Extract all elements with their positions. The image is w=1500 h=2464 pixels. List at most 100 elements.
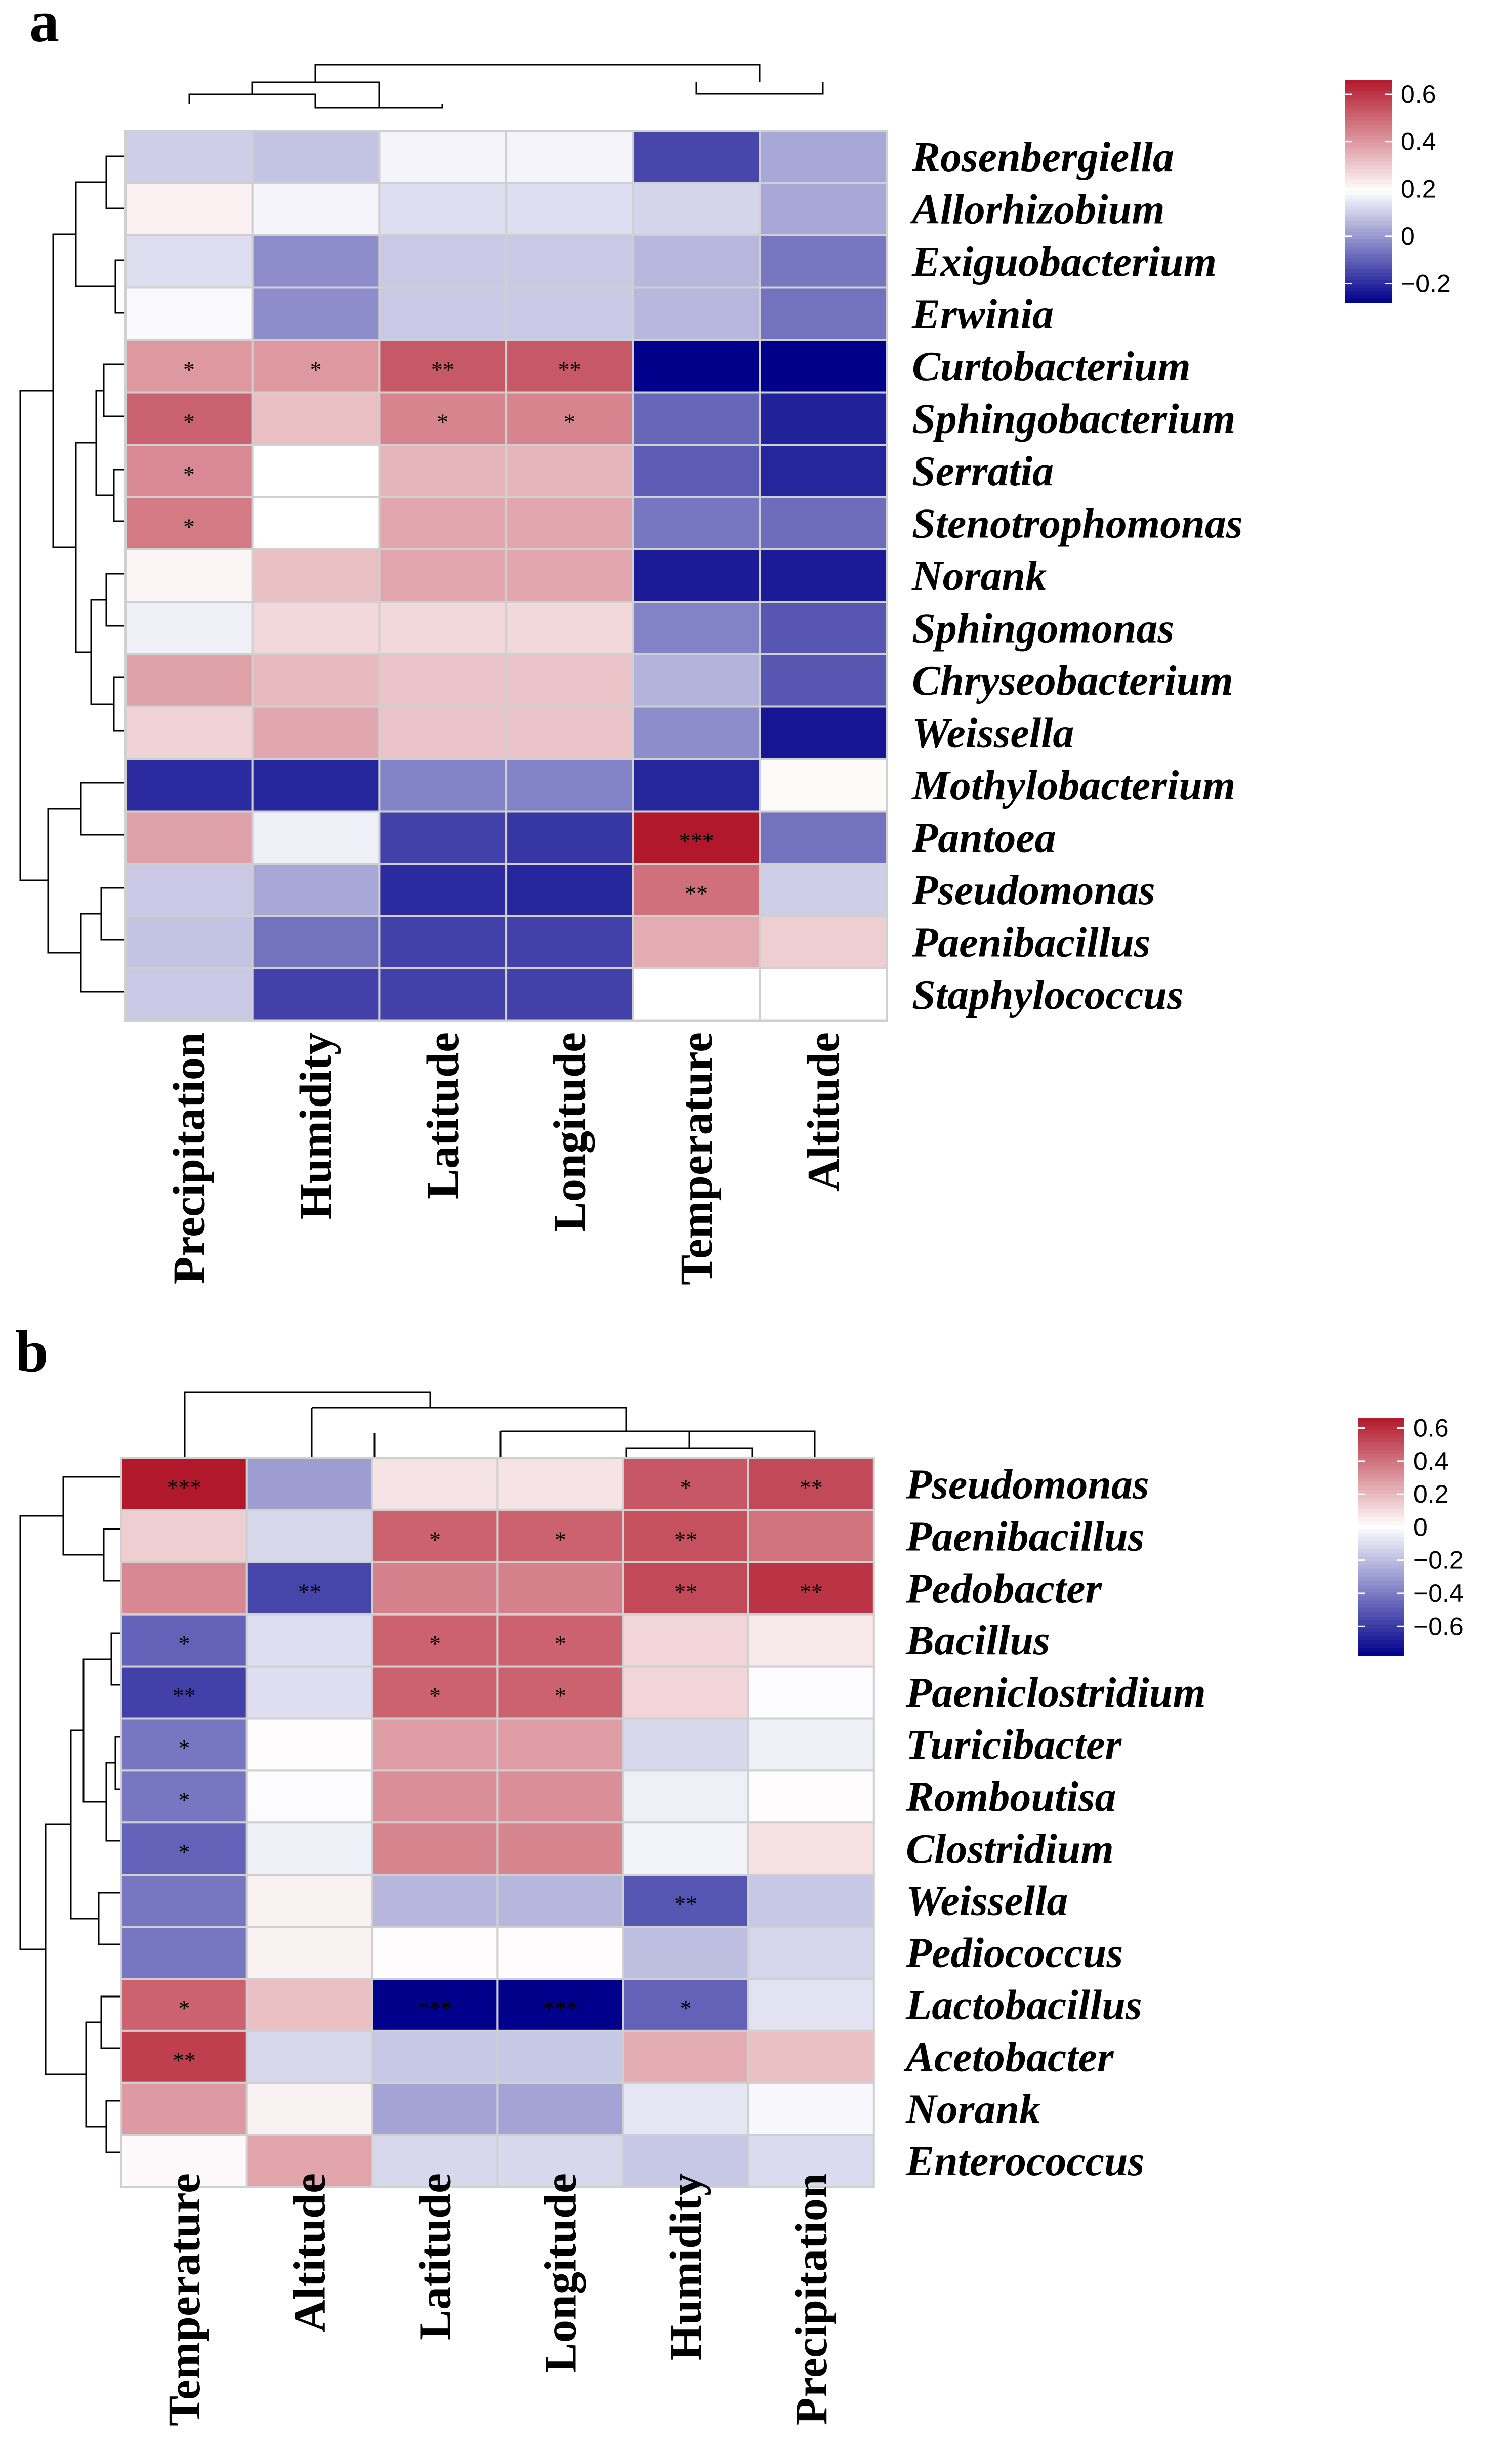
legend-gradient-band (1358, 1573, 1404, 1578)
legend-gradient-band (1358, 1561, 1404, 1565)
legend-gradient-band (1345, 236, 1392, 240)
legend-gradient-band (1358, 1469, 1404, 1474)
significance-mark: ** (674, 1579, 697, 1604)
legend-gradient-band (1345, 184, 1392, 188)
legend-gradient-band (1345, 258, 1392, 263)
heatmap-cell (747, 1769, 875, 1824)
legend-gradient-band (1358, 1477, 1404, 1482)
heatmap-cell (505, 601, 634, 655)
significance-mark: * (183, 409, 195, 435)
legend-gradient-band (1345, 80, 1392, 84)
significance-mark: * (178, 1839, 190, 1865)
heatmap-cell (496, 2081, 624, 2136)
heatmap-cell (759, 182, 888, 236)
legend-gradient-band (1345, 280, 1392, 285)
legend-gradient-band (1345, 291, 1392, 296)
significance-mark: * (429, 1631, 441, 1656)
row-label: Weissella (912, 709, 1074, 756)
heatmap-cell (759, 391, 888, 446)
heatmap-cell (124, 915, 254, 969)
heatmap-cell (378, 548, 508, 603)
significance-mark: ** (674, 1891, 697, 1917)
legend-gradient-band (1358, 1509, 1404, 1514)
row-label: Weissella (906, 1878, 1068, 1925)
heatmap-cell (505, 810, 634, 865)
legend-gradient-band (1345, 232, 1392, 236)
heatmap-cell (251, 601, 381, 655)
heatmap-cell (371, 2029, 499, 2084)
legend-tick-label: −0.2 (1413, 1546, 1464, 1575)
heatmap-cell (622, 1926, 749, 1980)
heatmap-cell (496, 1769, 624, 1824)
heatmap-cell (378, 863, 508, 917)
row-label: Pseudomonas (911, 867, 1155, 914)
row-dendrogram-b (19, 1476, 121, 2153)
legend-gradient-band (1345, 158, 1392, 162)
legend-tick-label: 0.2 (1401, 175, 1436, 203)
legend-gradient-band (1345, 87, 1392, 92)
legend-tick-label: −0.6 (1413, 1612, 1464, 1640)
heatmap-cell (505, 758, 634, 813)
legend-gradient-band (1358, 1517, 1404, 1522)
heatmap-cell (747, 1874, 875, 1928)
legend-gradient-band (1358, 1481, 1404, 1486)
legend-gradient-band (1345, 83, 1392, 88)
color-legend-a: 0.6 0.4 0.2 0 −0.2 (1345, 80, 1451, 303)
heatmap-cell (759, 967, 888, 1022)
heatmap-cell (632, 130, 761, 184)
heatmap-cell (496, 1457, 624, 1511)
heatmap-cell (251, 915, 381, 969)
heatmap-cell (505, 653, 634, 708)
legend-gradient-band (1345, 221, 1392, 225)
legend-gradient-band (1345, 195, 1392, 199)
heatmap-cell (124, 705, 254, 760)
heatmap-cell (632, 391, 761, 446)
significance-mark: * (437, 409, 448, 435)
significance-mark: * (178, 1735, 190, 1761)
heatmap-cell (496, 2029, 624, 2084)
heatmap-cell (251, 496, 381, 550)
heatmap-cell (371, 1457, 499, 1511)
column-labels-b: Temperature Altitude Latitude Longitude Humi… (159, 2173, 837, 2426)
legend-gradient-band (1345, 262, 1392, 266)
heatmap-cell (120, 1509, 248, 1563)
heatmap-cell (251, 967, 381, 1022)
legend-gradient-band (1345, 109, 1392, 114)
heatmap-cell (505, 496, 634, 550)
significance-mark: ** (685, 880, 708, 906)
column-labels-a: Precipitation Humidity Latitude Longitude Te… (164, 1032, 848, 1285)
legend-gradient-band (1345, 202, 1392, 207)
legend-gradient-band (1358, 1505, 1404, 1510)
significance-mark: ** (298, 1579, 321, 1604)
heatmap-cell (496, 1978, 624, 2032)
heatmap-cell (505, 286, 634, 341)
legend-gradient-band (1345, 228, 1392, 233)
row-label: Mothylobacterium (911, 762, 1235, 809)
legend-gradient-band (1358, 1616, 1404, 1621)
heatmap-cell (759, 496, 888, 550)
legend-gradient-band (1358, 1620, 1404, 1625)
legend-gradient-band (1358, 1462, 1404, 1466)
legend-gradient-band (1358, 1430, 1404, 1435)
legend-gradient-band (1358, 1485, 1404, 1490)
legend-tick-label: −0.4 (1413, 1579, 1464, 1607)
significance-mark: ** (173, 2047, 196, 2073)
heatmap-cell (245, 1561, 373, 1616)
legend-gradient-band (1345, 176, 1392, 181)
heatmap-cell (124, 234, 254, 289)
heatmap-cell (371, 1769, 499, 1824)
legend-gradient-band (1358, 1564, 1404, 1569)
heatmap-cell (622, 1717, 749, 1772)
legend-gradient-band (1358, 1596, 1404, 1601)
legend-gradient-band (1358, 1640, 1404, 1645)
legend-gradient-band (1358, 1568, 1404, 1574)
column-label: Precipitation (164, 1032, 214, 1284)
legend-gradient-band (1345, 147, 1392, 151)
heatmap-cell (124, 967, 254, 1022)
heatmap-cell (124, 601, 254, 655)
heatmap-cell (759, 758, 888, 813)
significance-mark: * (429, 1683, 441, 1709)
heatmap-cell (622, 1613, 749, 1668)
legend-gradient-band (1345, 132, 1392, 136)
